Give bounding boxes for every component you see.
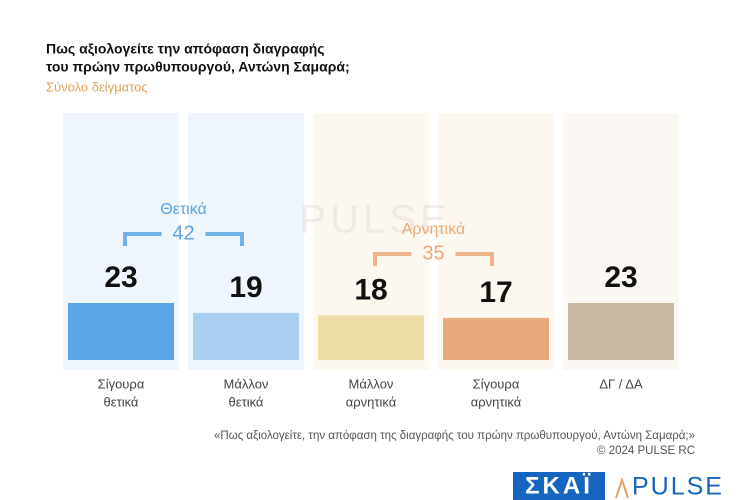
bar [193, 312, 299, 360]
bar [568, 302, 674, 360]
copyright: © 2024 PULSE RC [597, 445, 695, 457]
group-label: Θετικά [160, 201, 207, 218]
group-value: 35 [422, 242, 444, 264]
subtitle: Σύνολο δείγματος [46, 79, 148, 94]
value-label: 17 [479, 276, 512, 309]
logo: PULSE [632, 473, 724, 500]
value-label: 18 [354, 273, 387, 306]
logo-box [513, 472, 605, 500]
value-label: 23 [604, 261, 637, 294]
bracket [373, 252, 494, 266]
bar [443, 317, 549, 360]
chart-title: του πρώην πρωθυπουργού, Αντώνη Σαμαρά; [46, 59, 350, 75]
x-tick-label: θετικά [229, 394, 264, 409]
x-tick-label: θετικά [104, 394, 139, 409]
value-label: 23 [104, 261, 137, 294]
x-tick-label: Μάλλον [349, 376, 394, 391]
group-label: Αρνητικά [402, 221, 466, 238]
x-tick-label: Σίγουρα [98, 376, 145, 391]
value-label: 19 [229, 271, 262, 304]
x-tick-label: αρνητικά [471, 394, 522, 409]
footnote: «Πως αξιολογείτε, την απόφαση της διαγρα… [214, 430, 695, 442]
x-tick-label: Μάλλον [224, 376, 269, 391]
bar [68, 302, 174, 360]
chart-title: Πως αξιολογείτε την απόφαση διαγραφής [46, 41, 325, 57]
bracket [123, 232, 244, 246]
x-tick-label: ΔΓ / ΔΑ [599, 376, 643, 391]
logo: ΣΚΑΪ [525, 472, 593, 499]
group-value: 42 [172, 222, 194, 244]
x-tick-label: αρνητικά [346, 394, 397, 409]
x-tick-label: Σίγουρα [473, 376, 520, 391]
watermark: PULSE [299, 198, 450, 242]
logo-mark [615, 476, 629, 499]
bar [318, 315, 424, 360]
